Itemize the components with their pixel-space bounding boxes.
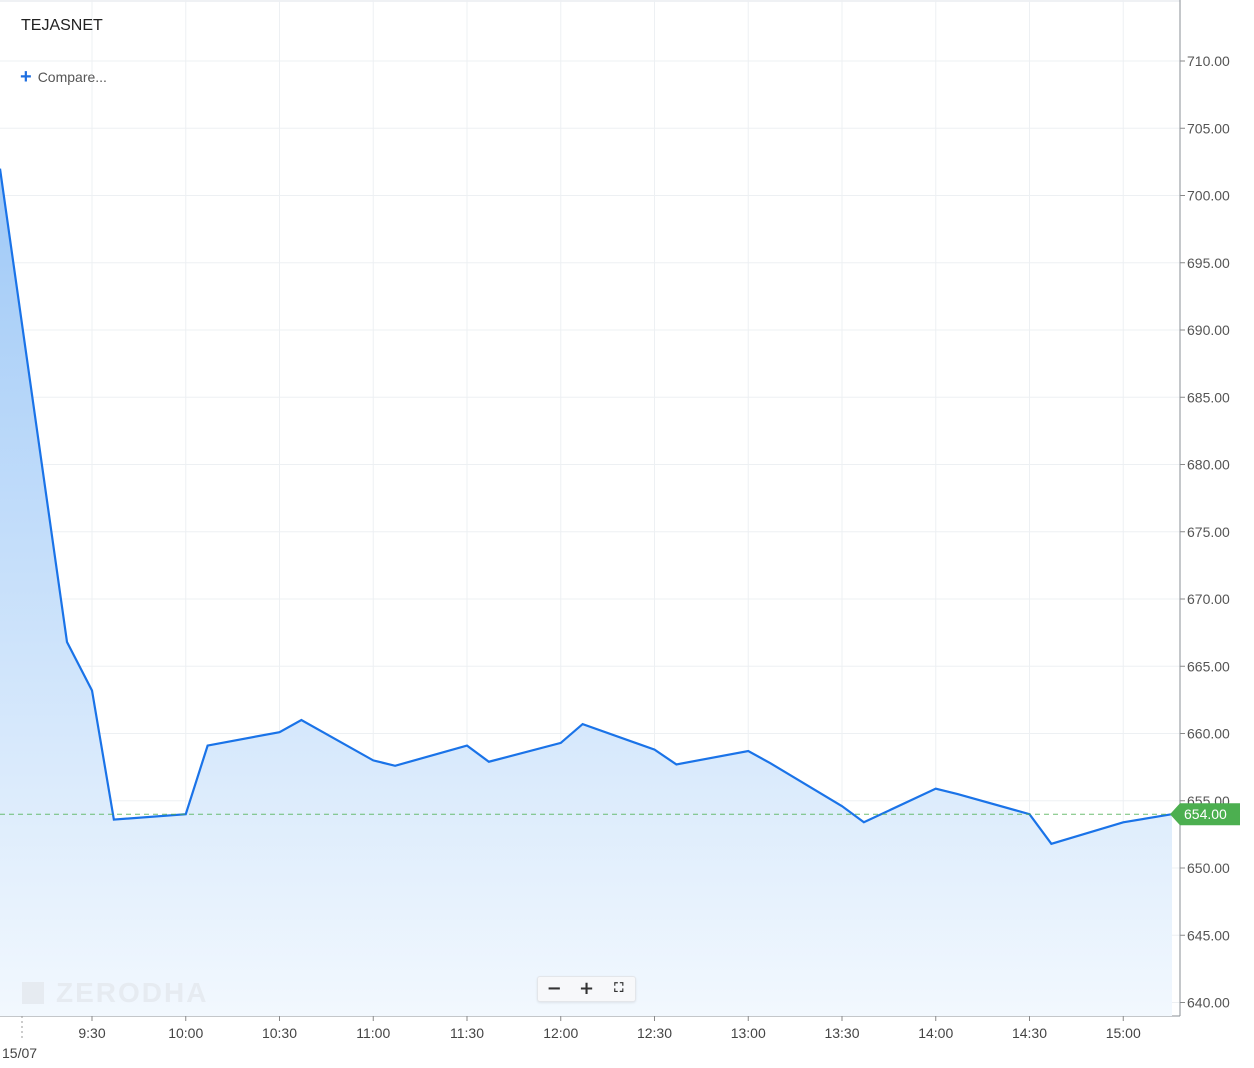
fullscreen-button[interactable]: ⛶ [614, 981, 624, 996]
data-point [0, 166, 3, 172]
x-tick-label: 12:00 [543, 1025, 578, 1041]
data-point [392, 763, 398, 769]
data-point [89, 687, 95, 693]
y-tick-label: 710.00 [1187, 53, 1230, 69]
zoom-controls: − + ⛶ [537, 976, 636, 1002]
x-tick-label: 15:00 [1106, 1025, 1141, 1041]
current-price-label: 654.00 [1184, 806, 1227, 822]
data-point [955, 791, 961, 797]
y-tick-label: 645.00 [1187, 927, 1230, 943]
y-tick-label: 675.00 [1187, 524, 1230, 540]
y-tick-label: 700.00 [1187, 188, 1230, 204]
date-label: 15/07 [2, 1045, 37, 1061]
y-tick-label: 670.00 [1187, 591, 1230, 607]
data-point [64, 639, 70, 645]
x-tick-label: 9:30 [78, 1025, 105, 1041]
x-tick-label: 12:30 [637, 1025, 672, 1041]
data-point [558, 740, 564, 746]
y-tick-label: 705.00 [1187, 120, 1230, 136]
x-tick-label: 13:30 [824, 1025, 859, 1041]
price-line [0, 168, 1173, 846]
y-tick-label: 690.00 [1187, 322, 1230, 338]
data-point [933, 786, 939, 792]
zoom-out-button[interactable]: − [546, 978, 562, 999]
watermark: ZERODHA [22, 977, 208, 1009]
compare-label: Compare... [37, 69, 107, 85]
data-point [1048, 841, 1054, 847]
data-point [673, 761, 679, 767]
data-point [370, 757, 376, 763]
x-tick-label: 13:00 [731, 1025, 766, 1041]
zerodha-logo-icon [22, 982, 44, 1004]
x-tick-label: 14:30 [1012, 1025, 1047, 1041]
data-point [652, 747, 658, 753]
x-tick-label: 10:30 [262, 1025, 297, 1041]
y-tick-label: 665.00 [1187, 658, 1230, 674]
price-area [0, 168, 1172, 1017]
data-point [767, 760, 773, 766]
x-tick-label: 11:00 [356, 1025, 390, 1041]
data-point [486, 759, 492, 765]
data-point [1120, 819, 1126, 825]
y-tick-label: 640.00 [1187, 995, 1230, 1011]
zoom-in-button[interactable]: + [578, 978, 595, 999]
compare-button[interactable]: + Compare... [20, 66, 107, 88]
data-point [464, 743, 470, 749]
x-tick-label: 10:00 [168, 1025, 203, 1041]
data-point [580, 721, 586, 727]
y-tick-label: 695.00 [1187, 255, 1230, 271]
data-point [298, 717, 304, 723]
data-point [839, 803, 845, 809]
current-price-badge [1170, 803, 1240, 826]
x-tick-label: 11:30 [450, 1025, 484, 1041]
data-point [111, 817, 117, 823]
data-point [745, 748, 751, 754]
watermark-text: ZERODHA [56, 977, 209, 1008]
symbol-title: TEJASNET [21, 17, 103, 34]
plus-icon: + [20, 66, 32, 88]
y-tick-label: 650.00 [1187, 860, 1230, 876]
y-tick-label: 660.00 [1187, 726, 1230, 742]
data-point [277, 729, 283, 735]
x-tick-label: 14:00 [918, 1025, 953, 1041]
y-tick-label: 685.00 [1187, 389, 1230, 405]
data-point [861, 819, 867, 825]
data-point [205, 743, 211, 749]
y-tick-label: 680.00 [1187, 457, 1230, 473]
